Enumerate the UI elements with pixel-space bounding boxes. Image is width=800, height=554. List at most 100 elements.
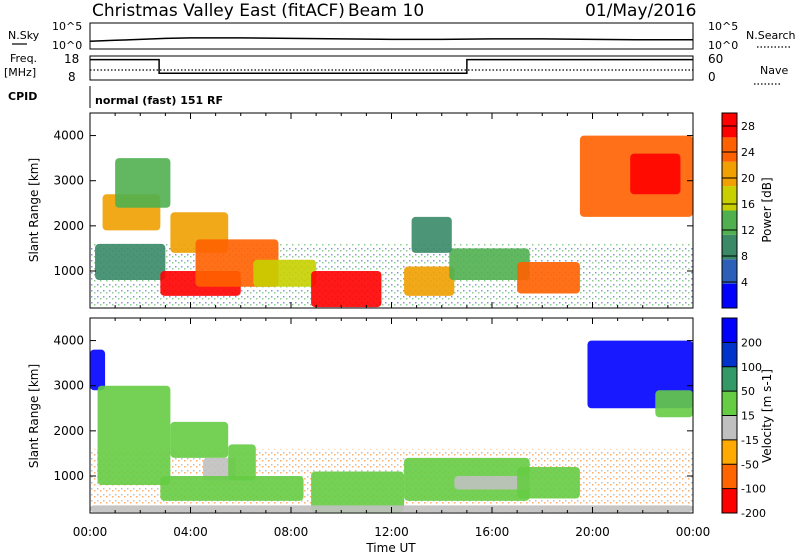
- colorbar-segment: [722, 234, 737, 260]
- nsearch-tick-bottom: 10^0: [708, 39, 738, 52]
- echo-region-1: [97, 385, 171, 486]
- echo-region-7: [311, 270, 382, 308]
- y-tick-label: 3000: [53, 379, 84, 393]
- y-tick-label: 2000: [53, 219, 84, 233]
- colorbar-segment: [722, 259, 737, 284]
- x-tick-label: 08:00: [274, 525, 309, 539]
- echo-region-2: [115, 158, 171, 208]
- colorbar-tick-label: -15: [741, 434, 759, 447]
- velocity-heatmap: [90, 340, 693, 513]
- power-ylabel: Slant Range [km]: [27, 158, 41, 262]
- colorbar-segment: [722, 415, 737, 440]
- echo-region-0: [90, 349, 106, 391]
- nsearch-tick-top: 10^5: [708, 20, 738, 33]
- colorbar-tick-label: 12: [741, 224, 755, 237]
- echo-region-10: [517, 261, 580, 294]
- nave-tick-bottom: 0: [708, 70, 716, 84]
- echo-region-5: [160, 475, 304, 501]
- colorbar-tick-label: 8: [741, 250, 748, 263]
- echo-region-13: [630, 153, 681, 195]
- power-axis: 4000 3000 2000 1000: [53, 113, 694, 308]
- nsearch-label: N.Search: [746, 29, 796, 42]
- colorbar-segment: [722, 210, 737, 235]
- colorbar-tick-label: 4: [741, 276, 748, 289]
- date-label: 01/May/2016: [585, 1, 697, 21]
- echo-region-4: [228, 444, 256, 481]
- y-tick-label: 4000: [53, 334, 84, 348]
- time-axis: 00:00 04:00 08:00 12:00 16:00 20:00 00:00: [73, 525, 711, 539]
- y-tick-label: 1000: [53, 469, 84, 483]
- colorbar-segment: [722, 186, 737, 211]
- beam-label: Beam 10: [348, 1, 424, 21]
- x-tick-label: 16:00: [475, 525, 510, 539]
- nave-label: Nave: [760, 64, 788, 77]
- nsky-tick-top: 10^5: [52, 20, 82, 33]
- colorbar-tick-label: 20: [741, 172, 755, 185]
- colorbar-tick-label: 50: [741, 385, 755, 398]
- x-tick-label: 04:00: [173, 525, 208, 539]
- freq-tick-top: 18: [64, 52, 79, 66]
- freq-label-line2: [MHz]: [4, 66, 36, 79]
- echo-region-8: [404, 266, 455, 296]
- nsky-label: N.Sky: [8, 29, 40, 42]
- colorbar-segment: [722, 283, 737, 308]
- colorbar-segment: [722, 342, 737, 367]
- colorbar-segment: [722, 113, 737, 138]
- nsky-series-line: [89, 37, 693, 43]
- nsky-tick-bottom: 10^0: [52, 39, 82, 52]
- power-heatmap: [90, 135, 693, 308]
- colorbar-tick-label: -100: [741, 483, 766, 496]
- y-tick-label: 1000: [53, 264, 84, 278]
- echo-region-9: [517, 466, 580, 499]
- freq-label-line1: Freq.: [10, 52, 37, 65]
- colorbar-tick-label: 200: [741, 336, 762, 349]
- echo-region-6: [253, 259, 317, 287]
- freq-series-line: [90, 58, 693, 75]
- colorbar-segment: [722, 439, 737, 465]
- colorbar-segment: [722, 318, 737, 343]
- colorbar-tick-label: 15: [741, 410, 755, 423]
- colorbar-segment: [722, 161, 737, 187]
- velocity-colorbar: 200 100 50 15 -15 -50 -100 -200: [721, 317, 766, 520]
- colorbar-segment: [722, 488, 737, 513]
- colorbar-tick-label: -50: [741, 458, 759, 471]
- velocity-ylabel: Slant Range [km]: [27, 364, 41, 468]
- echo-region-11: [411, 216, 452, 253]
- colorbar-segment: [722, 464, 737, 489]
- velocity-colorbar-label: Velocity [m s-1]: [760, 369, 774, 463]
- y-tick-label: 3000: [53, 174, 84, 188]
- x-tick-label: 20:00: [575, 525, 610, 539]
- echo-region-8: [454, 475, 530, 490]
- colorbar-tick-label: 24: [741, 146, 755, 159]
- colorbar-tick-label: 100: [741, 361, 762, 374]
- plot-title: Christmas Valley East (fitACF): [92, 1, 345, 21]
- x-tick-label: 12:00: [374, 525, 409, 539]
- cpid-label: CPID: [8, 90, 37, 103]
- colorbar-tick-label: 16: [741, 198, 755, 211]
- y-tick-label: 2000: [53, 424, 84, 438]
- velocity-axis: 4000 3000 2000 1000: [53, 318, 694, 513]
- x-axis-label: Time UT: [365, 541, 416, 554]
- x-tick-label: 00:00: [676, 525, 711, 539]
- echo-region-2: [170, 421, 229, 458]
- colorbar-segment: [722, 366, 737, 392]
- echo-region-3: [203, 457, 236, 481]
- x-tick-label: 00:00: [73, 525, 108, 539]
- freq-tick-bottom: 8: [68, 70, 76, 84]
- freq-panel-frame: [89, 55, 694, 81]
- echo-region-9: [449, 248, 530, 281]
- colorbar-tick-label: -200: [741, 507, 766, 520]
- colorbar-segment: [722, 391, 737, 416]
- colorbar-frame: [721, 112, 738, 309]
- power-colorbar-label: Power [dB]: [760, 177, 774, 242]
- echo-region-0: [95, 243, 166, 281]
- colorbar-segment: [722, 137, 737, 162]
- y-tick-label: 4000: [53, 129, 84, 143]
- cpid-value: normal (fast) 151 RF: [95, 94, 223, 107]
- echo-region-6: [311, 471, 405, 513]
- colorbar-tick-label: 28: [741, 120, 755, 133]
- nave-tick-top: 60: [708, 52, 723, 66]
- nsky-panel-frame: [89, 22, 694, 50]
- echo-region-12: [655, 390, 693, 418]
